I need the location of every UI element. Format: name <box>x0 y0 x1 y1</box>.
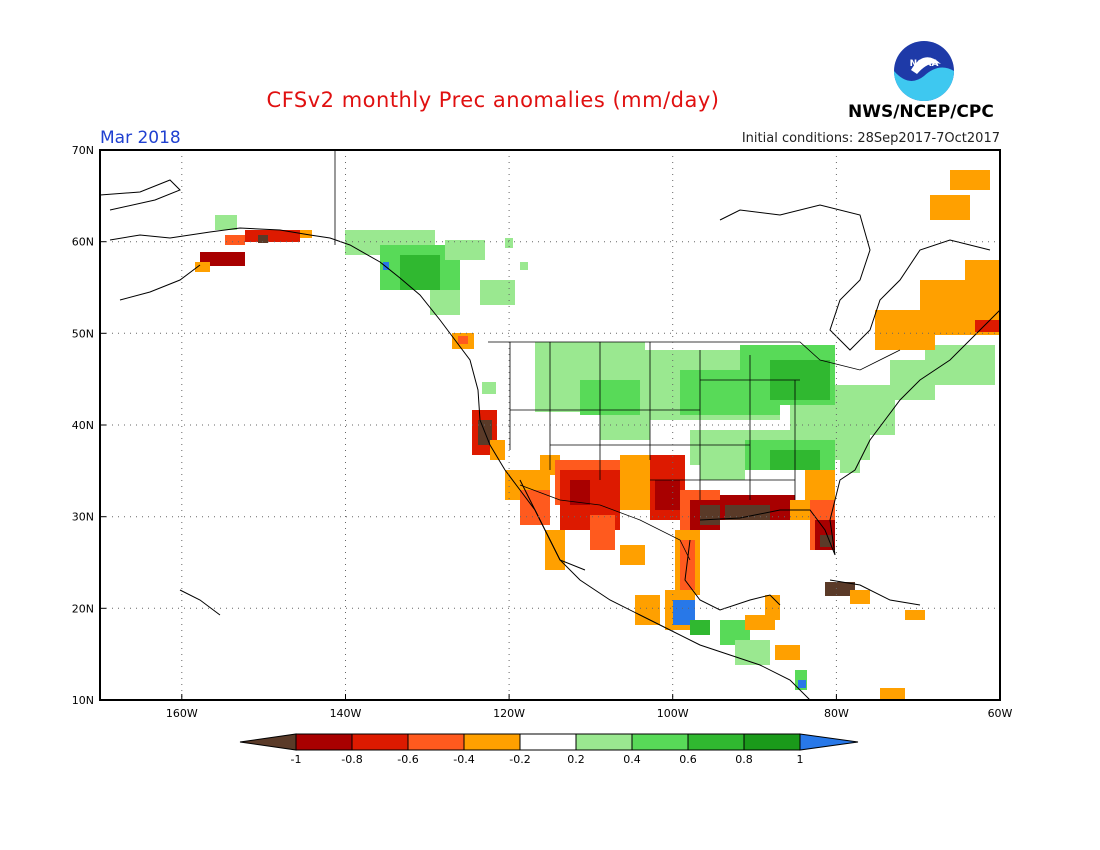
forecast-month: Mar 2018 <box>100 128 181 148</box>
colorbar-cell-6 <box>575 733 633 751</box>
lat-label-70n: 70N <box>72 144 94 157</box>
colorbar-label: 0.8 <box>735 753 753 766</box>
lat-label-20n: 20N <box>72 602 94 615</box>
lat-label-30n: 30N <box>72 511 94 524</box>
lat-label-50n: 50N <box>72 327 94 340</box>
colorbar-cell-10 <box>799 733 859 751</box>
lon-label-100w: 100W <box>657 707 689 720</box>
colorbar-label: -0.6 <box>397 753 418 766</box>
colorbar-cell-5 <box>519 733 577 751</box>
colorbar: -1 -0.8 -0.6 -0.4 -0.2 0.2 0.4 0.6 0.8 1 <box>239 733 859 766</box>
colorbar-cell-8 <box>687 733 745 751</box>
colorbar-cell-2 <box>351 733 409 751</box>
colorbar-label: 0.2 <box>567 753 585 766</box>
colorbar-label: -0.8 <box>341 753 362 766</box>
colorbar-label: 1 <box>797 753 804 766</box>
map-title: CFSv2 monthly Prec anomalies (mm/day) <box>266 88 720 112</box>
lon-label-160w: 160W <box>166 707 198 720</box>
colorbar-cell-9 <box>743 733 801 751</box>
lon-label-60w: 60W <box>988 707 1013 720</box>
colorbar-label: -0.4 <box>453 753 474 766</box>
lat-label-60n: 60N <box>72 236 94 249</box>
initial-conditions: Initial conditions: 28Sep2017-7Oct2017 <box>741 131 1000 146</box>
colorbar-cell-0 <box>239 733 297 751</box>
ticks <box>100 241 837 700</box>
borders <box>334 150 901 561</box>
colorbar-label: -1 <box>291 753 302 766</box>
colorbar-label: 0.4 <box>623 753 641 766</box>
gridlines <box>100 150 1000 700</box>
colorbar-cell-7 <box>631 733 689 751</box>
agency-label: NWS/NCEP/CPC <box>848 102 994 122</box>
anomaly-field <box>195 170 1000 700</box>
noaa-logo: NOAA <box>894 41 954 101</box>
colorbar-label: -0.2 <box>509 753 530 766</box>
colorbar-cell-3 <box>407 733 465 751</box>
lat-label-10n: 10N <box>72 694 94 707</box>
colorbar-cell-4 <box>463 733 521 751</box>
lon-label-80w: 80W <box>824 707 849 720</box>
lon-label-140w: 140W <box>330 707 362 720</box>
lat-label-40n: 40N <box>72 419 94 432</box>
svg-text:NOAA: NOAA <box>910 59 939 69</box>
lon-label-120w: 120W <box>493 707 525 720</box>
colorbar-cell-1 <box>295 733 353 751</box>
coastlines <box>100 179 1000 700</box>
colorbar-label: 0.6 <box>679 753 697 766</box>
